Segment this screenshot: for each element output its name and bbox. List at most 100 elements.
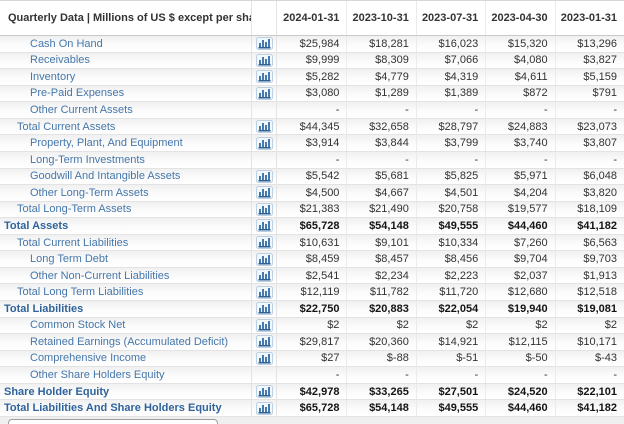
value-cell: $3,820	[554, 185, 624, 201]
bar-chart-icon[interactable]	[255, 335, 273, 349]
bar-chart-icon[interactable]	[255, 202, 273, 216]
row-label-link[interactable]: Long-Term Investments	[30, 153, 145, 166]
row-label-link[interactable]: Share Holder Equity	[4, 385, 110, 398]
table-row: Property, Plant, And Equipment $3,914 $3,…	[0, 135, 624, 152]
row-label-link[interactable]: Other Current Assets	[30, 104, 133, 117]
row-label-link[interactable]: Total Current Assets	[17, 120, 116, 133]
row-label-link[interactable]: Inventory	[30, 70, 76, 83]
value-cell: $3,799	[415, 135, 485, 151]
row-label-link[interactable]: Retained Earnings (Accumulated Deficit)	[30, 335, 229, 348]
value-cell: $8,459	[305, 253, 340, 266]
value-cell: -	[554, 102, 624, 118]
value-cell: $2,541	[305, 269, 340, 282]
bar-chart-icon[interactable]	[255, 70, 273, 84]
value-cell: $21,490	[346, 201, 415, 218]
table-row: Total Current Assets $44,345 $32,658 $28,7…	[0, 118, 624, 136]
value-cell: $3,807	[554, 135, 624, 151]
value-cell: -	[554, 151, 624, 168]
value-cell: $10,171	[554, 334, 624, 350]
bar-chart-icon[interactable]	[255, 401, 273, 415]
value-cell: $12,518	[554, 284, 624, 300]
value-cell: $54,148	[346, 218, 415, 234]
status-tooltip-partial	[8, 418, 218, 424]
bar-chart-icon[interactable]	[255, 269, 273, 283]
value-cell: $2	[346, 317, 415, 334]
value-cell: $7,066	[415, 52, 485, 69]
column-header-date-4: 2023-04-30	[485, 1, 554, 35]
value-cell: $44,460	[485, 218, 554, 234]
bar-chart-icon[interactable]	[255, 219, 273, 233]
row-label-link[interactable]: Total Long-Term Assets	[17, 203, 132, 216]
row-label-link[interactable]: Total Assets	[4, 219, 69, 232]
value-cell: $42,978	[299, 385, 340, 398]
bar-chart-icon[interactable]	[255, 252, 273, 266]
value-cell: $44,345	[299, 120, 340, 133]
value-cell: $4,611	[485, 69, 554, 85]
value-cell: $-51	[415, 350, 485, 367]
row-label-link[interactable]: Long Term Debt	[30, 253, 109, 266]
value-cell: -	[485, 151, 554, 168]
value-cell: $1,389	[415, 85, 485, 102]
value-cell: $2	[485, 317, 554, 334]
value-cell: $19,577	[485, 201, 554, 218]
value-cell: $19,081	[554, 301, 624, 317]
value-cell: -	[346, 151, 415, 168]
value-cell: $29,817	[299, 335, 340, 348]
value-cell: $49,555	[415, 218, 485, 234]
table-row: Total Liabilities $22,750 $20,883 $22,054 $…	[0, 301, 624, 318]
value-cell: $2,037	[485, 267, 554, 284]
row-label-link[interactable]: Total Long Term Liabilities	[17, 286, 144, 299]
row-label-link[interactable]: Total Liabilities And Share Holders Equi…	[4, 402, 222, 415]
value-cell: $2,234	[346, 267, 415, 284]
value-cell: $8,456	[415, 251, 485, 267]
value-cell: -	[485, 367, 554, 383]
row-label-link[interactable]: Comprehensive Income	[30, 352, 147, 365]
bar-chart-icon[interactable]	[255, 186, 273, 200]
row-label-link[interactable]: Common Stock Net	[30, 319, 126, 332]
table-row: Other Current Assets -----	[0, 102, 624, 119]
value-cell: $10,334	[415, 234, 485, 251]
value-cell: $5,282	[305, 70, 340, 83]
bar-chart-icon[interactable]	[255, 169, 273, 183]
value-cell: $65,728	[299, 402, 340, 415]
row-label-link[interactable]: Other Share Holders Equity	[30, 369, 165, 382]
bar-chart-icon[interactable]	[255, 318, 273, 332]
value-cell: $9,703	[554, 251, 624, 267]
value-cell: -	[485, 102, 554, 118]
row-label-link[interactable]: Total Liabilities	[4, 302, 84, 315]
value-cell: $872	[485, 85, 554, 102]
bar-chart-icon[interactable]	[255, 302, 273, 316]
table-row: Total Assets $65,728 $54,148 $49,555 $44,46…	[0, 218, 624, 235]
value-cell: $20,360	[346, 334, 415, 350]
value-cell: $9,101	[346, 234, 415, 251]
table-row: Inventory $5,282 $4,779 $4,319 $4,611 $5,159	[0, 69, 624, 86]
row-label-link[interactable]: Cash On Hand	[30, 37, 103, 50]
row-label-link[interactable]: Total Current Liabilities	[17, 236, 129, 249]
value-cell: $8,457	[346, 251, 415, 267]
bar-chart-icon[interactable]	[255, 385, 273, 399]
bar-chart-icon[interactable]	[255, 53, 273, 67]
value-cell: $23,073	[554, 118, 624, 135]
value-cell: $5,825	[415, 168, 485, 185]
value-cell: $19,940	[485, 301, 554, 317]
bar-chart-icon[interactable]	[255, 120, 273, 134]
row-label-link[interactable]: Receivables	[30, 54, 90, 67]
table-row: Share Holder Equity $42,978 $33,265 $27,50…	[0, 383, 624, 401]
row-label-link[interactable]: Other Non-Current Liabilities	[30, 269, 170, 282]
bar-chart-icon[interactable]	[255, 136, 273, 150]
bar-chart-icon[interactable]	[255, 285, 273, 299]
value-cell: $22,101	[554, 383, 624, 400]
bar-chart-icon[interactable]	[255, 351, 273, 365]
row-label-link[interactable]: Other Long-Term Assets	[30, 186, 149, 199]
row-label-link[interactable]: Goodwill And Intangible Assets	[30, 170, 181, 183]
value-cell: $12,119	[300, 286, 340, 299]
bar-chart-icon[interactable]	[255, 86, 273, 100]
value-cell: $2	[554, 317, 624, 334]
row-label-link[interactable]: Property, Plant, And Equipment	[30, 137, 183, 150]
bar-chart-icon[interactable]	[255, 37, 273, 51]
row-label-link[interactable]: Pre-Paid Expenses	[30, 87, 125, 100]
value-cell: $33,265	[346, 383, 415, 400]
value-cell: $24,520	[485, 383, 554, 400]
value-cell: $32,658	[346, 118, 415, 135]
bar-chart-icon[interactable]	[255, 236, 273, 250]
